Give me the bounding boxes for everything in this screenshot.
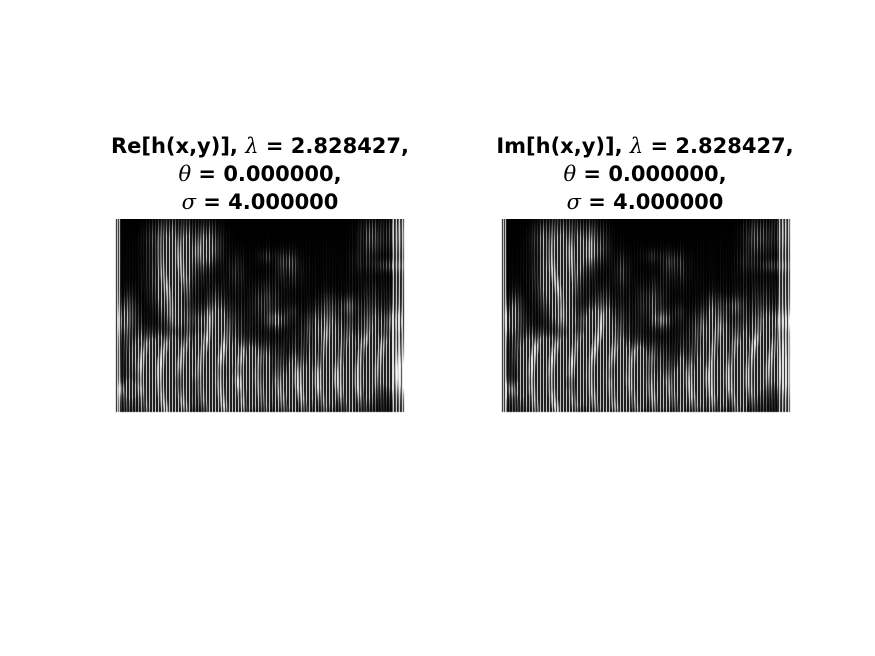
- lambda-symbol: λ: [245, 134, 259, 158]
- panel-re-title-line3: σ = 4.000000: [50, 188, 470, 216]
- lambda-value: = 2.828427,: [265, 134, 410, 158]
- panel-re-title-prefix: Re[h(x,y)],: [110, 134, 238, 158]
- panel-re-canvas: [115, 219, 405, 413]
- panel-re-title: Re[h(x,y)], λ = 2.828427, θ = 0.000000, …: [50, 132, 470, 216]
- panel-im-title-line2: θ = 0.000000,: [435, 160, 855, 188]
- theta-value: = 0.000000,: [198, 162, 342, 186]
- panel-re-title-line1: Re[h(x,y)], λ = 2.828427,: [50, 132, 470, 160]
- sigma-symbol: σ: [181, 190, 196, 214]
- lambda-symbol: λ: [629, 134, 644, 158]
- panel-im-title-prefix: Im[h(x,y)],: [496, 134, 623, 158]
- panel-im-canvas: [501, 219, 791, 413]
- lambda-value: = 2.828427,: [650, 134, 794, 158]
- theta-value: = 0.000000,: [583, 162, 727, 186]
- sigma-symbol: σ: [566, 190, 581, 214]
- panel-im-title-line1: Im[h(x,y)], λ = 2.828427,: [435, 132, 855, 160]
- panel-im-image: [501, 219, 791, 413]
- sigma-value: = 4.000000: [588, 190, 724, 214]
- theta-symbol: θ: [563, 162, 577, 186]
- panel-re-image: [115, 219, 405, 413]
- panel-re-title-line2: θ = 0.000000,: [50, 160, 470, 188]
- panel-im-title-line3: σ = 4.000000: [435, 188, 855, 216]
- theta-symbol: θ: [178, 162, 192, 186]
- sigma-value: = 4.000000: [203, 190, 339, 214]
- panel-im-title: Im[h(x,y)], λ = 2.828427, θ = 0.000000, …: [435, 132, 855, 216]
